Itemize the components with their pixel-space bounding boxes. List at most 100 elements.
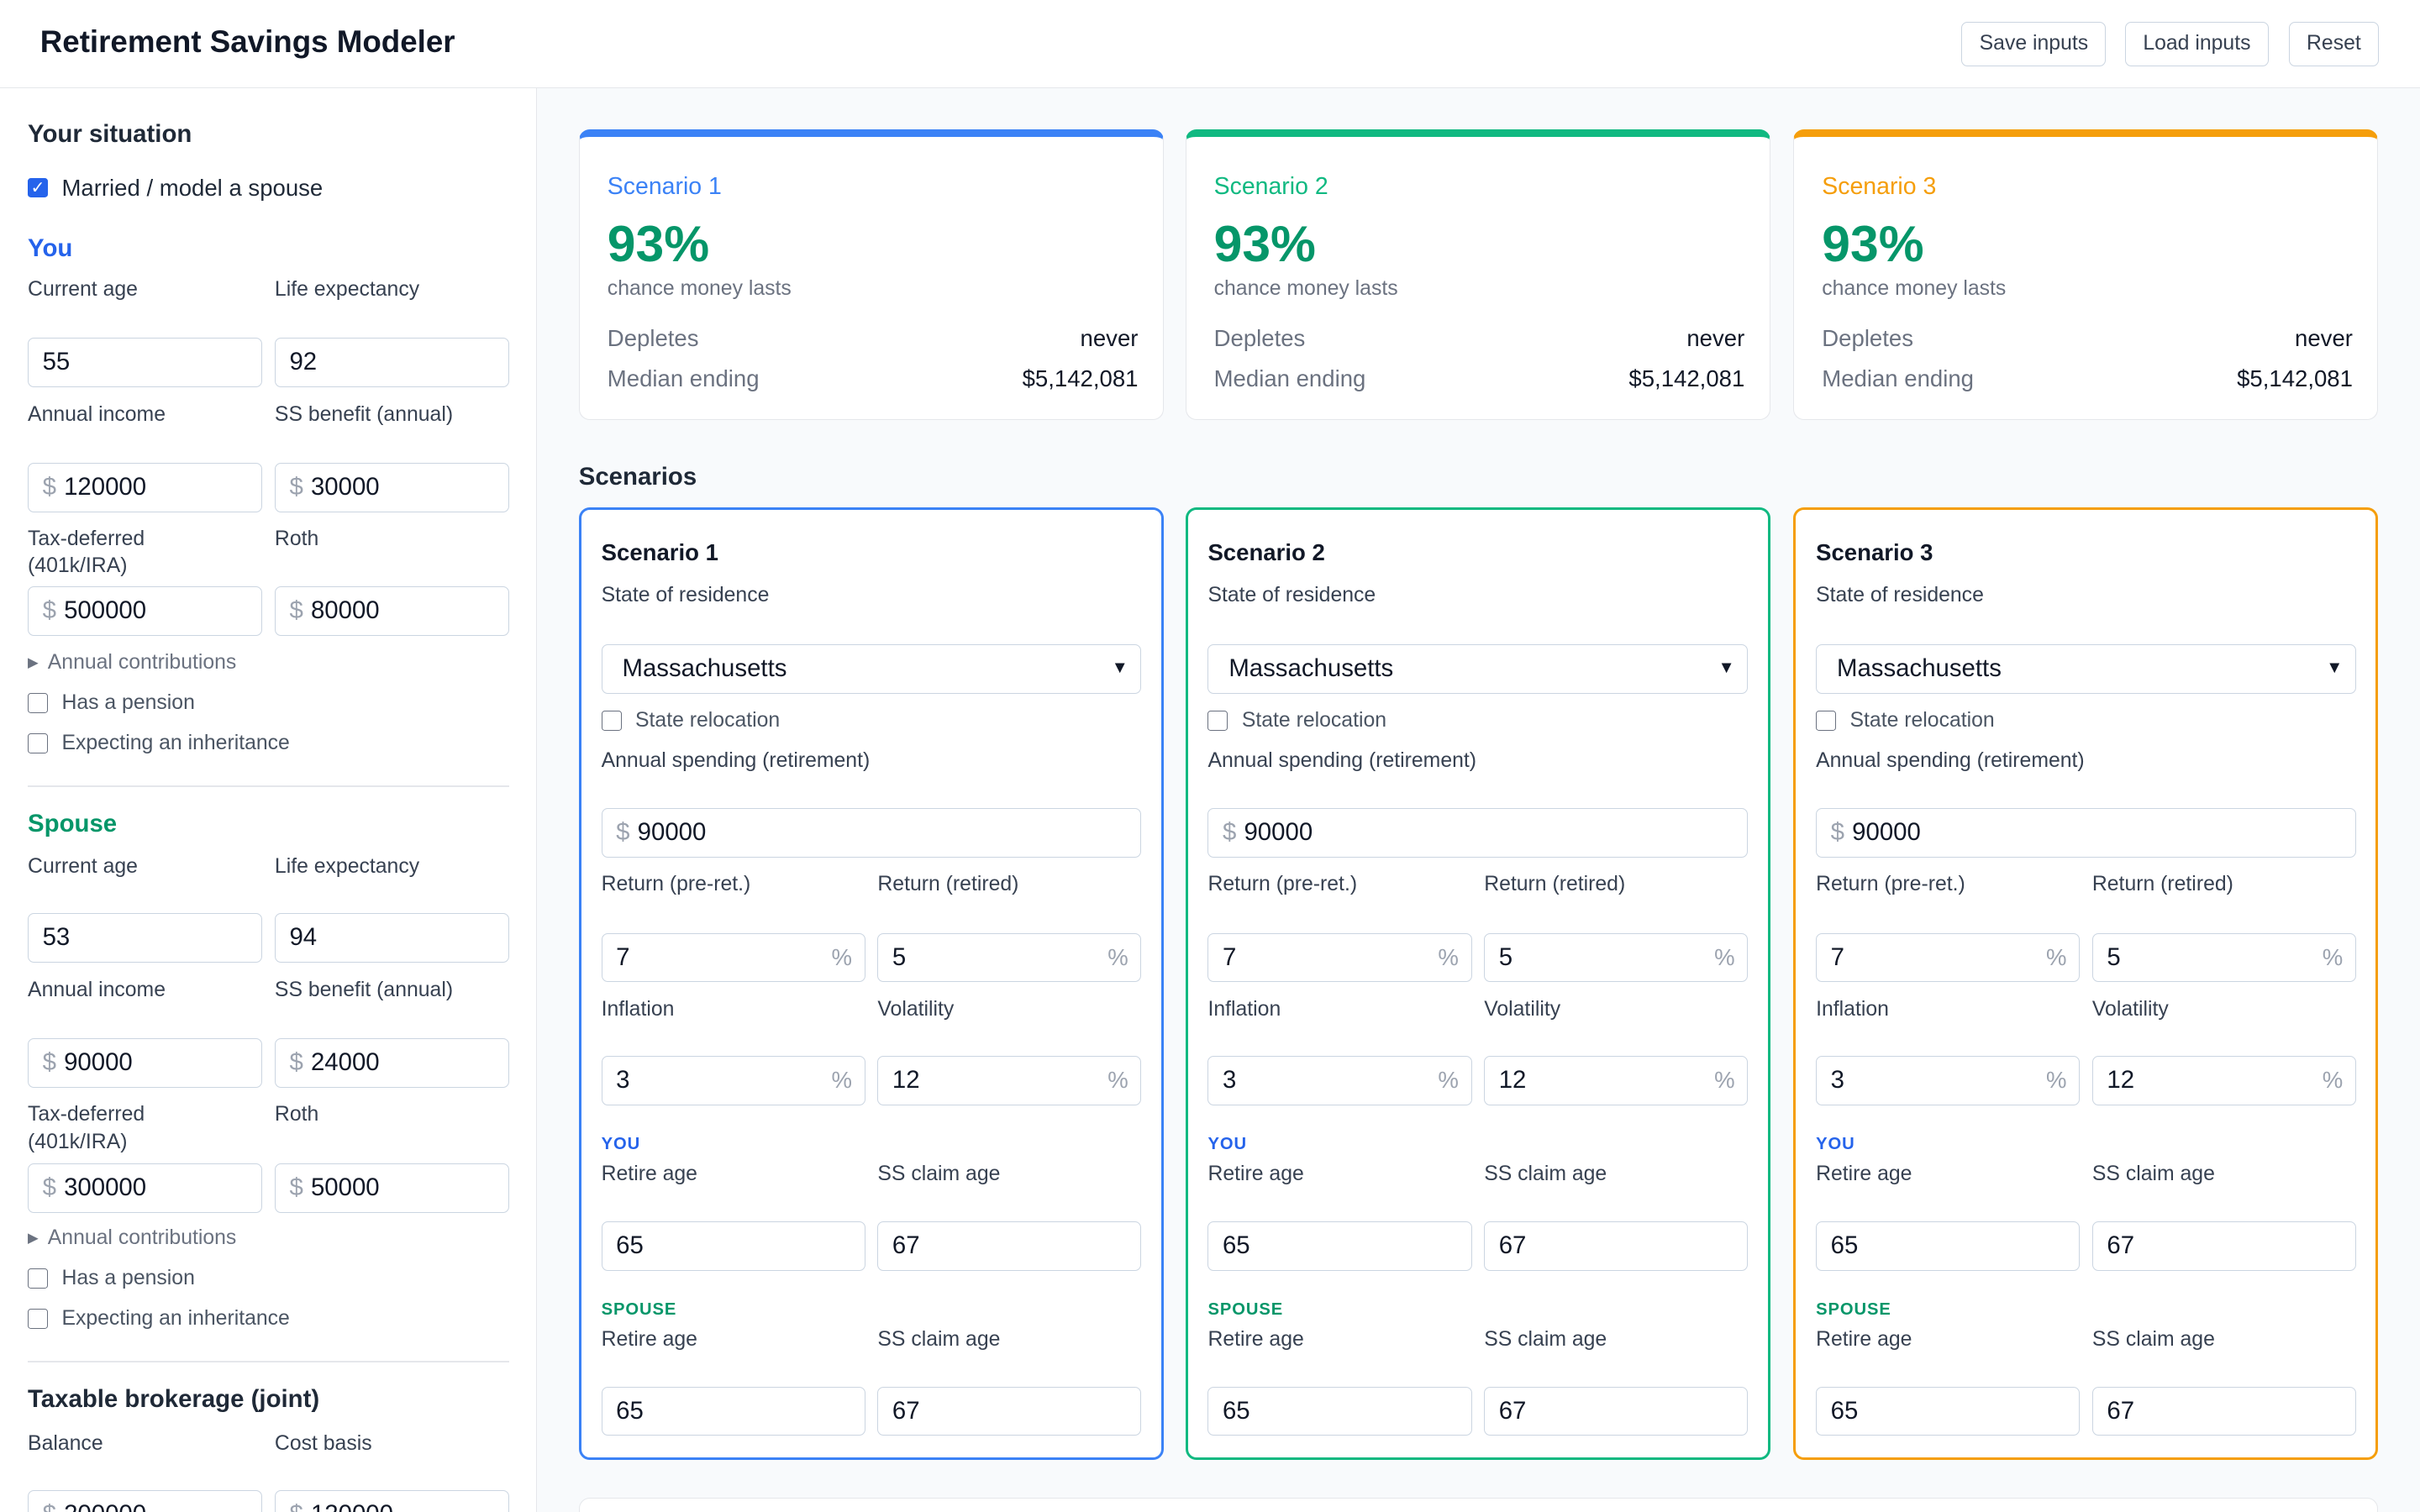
spouse-ss-label: SS claim age [877,1327,1001,1351]
spouse-ss-benefit-input[interactable]: $24000 [274,1038,510,1088]
spouse-contributions-label: Annual contributions [47,1226,237,1250]
scenarios-heading: Scenarios [578,463,697,491]
app-title: Retirement Savings Modeler [39,24,455,60]
you-life-expectancy-input[interactable]: 92 [274,338,510,387]
return-pre-value: 7 [616,942,630,971]
spouse-life-expectancy-input[interactable]: 94 [274,913,510,963]
checkbox-icon[interactable] [28,1308,48,1329]
spouse-ss-claim-age-input[interactable]: 67 [877,1386,1142,1436]
relocation-toggle[interactable]: State relocation [1207,709,1386,732]
state-select[interactable]: Massachusetts ▼ [1207,644,1749,694]
return-ret-input[interactable]: 5% [877,932,1142,983]
volatility-input[interactable]: 12% [1484,1056,1749,1106]
median-value: $5,142,081 [2237,365,2353,392]
spouse-ss-claim-age-input[interactable]: 67 [2091,1386,2356,1436]
spouse-role-label: SPOUSE [1207,1299,1284,1319]
you-roth-label: Roth [274,528,319,551]
return-ret-label: Return (retired) [2091,872,2233,895]
spouse-annual-income-label: Annual income [28,978,166,1001]
you-inheritance-toggle[interactable]: Expecting an inheritance [28,732,290,755]
spouse-retire-age-input[interactable]: 65 [1816,1386,2081,1436]
married-toggle[interactable]: ✓ Married / model a spouse [28,175,323,202]
relocation-label: State relocation [635,709,781,732]
triangle-right-icon: ▶ [28,654,39,671]
volatility-input[interactable]: 12% [877,1056,1142,1106]
you-contributions-disclosure[interactable]: ▶ Annual contributions [28,651,236,675]
relocation-toggle[interactable]: State relocation [1816,709,1995,732]
you-current-age-label: Current age [28,277,138,301]
spending-input[interactable]: $90000 [1207,807,1749,858]
checkbox-icon[interactable] [601,711,622,732]
percent-symbol: % [1714,943,1735,970]
checkbox-icon[interactable] [28,732,48,753]
spouse-annual-income-input[interactable]: $90000 [28,1038,263,1088]
currency-symbol: $ [43,1500,56,1512]
volatility-value: 12 [1498,1066,1527,1095]
return-ret-value: 5 [2107,942,2121,971]
state-select[interactable]: Massachusetts ▼ [1816,644,2356,694]
checkmark-icon[interactable]: ✓ [28,177,48,198]
spouse-heading: Spouse [28,810,118,838]
currency-symbol: $ [289,1048,303,1077]
return-pre-value: 7 [1830,942,1844,971]
relocation-toggle[interactable]: State relocation [601,709,781,732]
spending-input[interactable]: $90000 [601,807,1142,858]
checkbox-icon[interactable] [1816,711,1836,732]
inflation-value: 3 [1830,1066,1844,1095]
brokerage-cost-basis-label: Cost basis [274,1431,372,1455]
state-select[interactable]: Massachusetts ▼ [601,644,1142,694]
spouse-ss-claim-age-input[interactable]: 67 [1484,1386,1749,1436]
save-inputs-button[interactable]: Save inputs [1961,21,2107,66]
spouse-ss-benefit-label: SS benefit (annual) [274,978,454,1001]
spouse-roth-input[interactable]: $50000 [274,1163,510,1213]
spouse-retire-age-input[interactable]: 65 [601,1386,865,1436]
you-tax-deferred-input[interactable]: $500000 [28,585,263,636]
reset-button[interactable]: Reset [2288,21,2379,66]
you-current-age-input[interactable]: 55 [28,338,263,387]
chevron-down-icon: ▼ [2326,659,2344,678]
you-pension-toggle[interactable]: Has a pension [28,691,195,715]
return-ret-input[interactable]: 5% [1484,932,1749,983]
spouse-contributions-disclosure[interactable]: ▶ Annual contributions [28,1226,236,1250]
return-ret-input[interactable]: 5% [2091,932,2356,983]
you-ss-benefit-input[interactable]: $30000 [274,463,510,512]
spouse-inheritance-toggle[interactable]: Expecting an inheritance [28,1307,290,1331]
checkbox-icon[interactable] [28,692,48,713]
inflation-input[interactable]: 3% [1207,1056,1472,1106]
brokerage-cost-basis-input[interactable]: $120000 [274,1490,510,1512]
spending-input[interactable]: $90000 [1816,807,2356,858]
you-ss-claim-age-input[interactable]: 67 [2091,1221,2356,1271]
inflation-input[interactable]: 3% [1816,1056,2081,1106]
spouse-pension-toggle[interactable]: Has a pension [28,1267,195,1290]
you-roth-input[interactable]: $80000 [274,585,510,636]
success-percentage: 93% [607,215,710,273]
sidebar: Your situation ✓ Married / model a spous… [0,87,538,1512]
brokerage-cost-basis-value: 120000 [311,1500,393,1512]
you-annual-income-input[interactable]: $120000 [28,463,263,512]
currency-symbol: $ [289,1500,302,1512]
volatility-input[interactable]: 12% [2091,1056,2356,1106]
you-role-label: YOU [1816,1135,1855,1154]
volatility-label: Volatility [877,997,955,1021]
return-pre-input[interactable]: 7% [1816,932,2081,983]
you-retire-age-input[interactable]: 65 [601,1221,865,1271]
load-inputs-button[interactable]: Load inputs [2125,21,2269,66]
median-label: Median ending [1213,365,1366,392]
spouse-current-age-input[interactable]: 53 [28,913,263,963]
you-retire-age-input[interactable]: 65 [1207,1221,1472,1271]
checkbox-icon[interactable] [1207,711,1228,732]
you-ss-claim-age-input[interactable]: 67 [877,1221,1142,1271]
return-pre-input[interactable]: 7% [1207,932,1472,983]
spouse-roth-label: Roth [274,1103,319,1126]
you-retire-age-input[interactable]: 65 [1816,1221,2081,1271]
brokerage-balance-input[interactable]: $200000 [28,1490,263,1512]
median-row: Median ending $5,142,081 [1822,365,2353,392]
checkbox-icon[interactable] [28,1268,48,1289]
you-ss-claim-age-input[interactable]: 67 [1484,1221,1749,1271]
you-annual-income-value: 120000 [64,473,147,501]
inflation-input[interactable]: 3% [601,1056,865,1106]
spouse-tax-deferred-input[interactable]: $300000 [28,1163,263,1213]
return-pre-input[interactable]: 7% [601,932,865,983]
spouse-retire-age-input[interactable]: 65 [1207,1386,1472,1436]
depletes-row: Depletes never [608,325,1139,352]
